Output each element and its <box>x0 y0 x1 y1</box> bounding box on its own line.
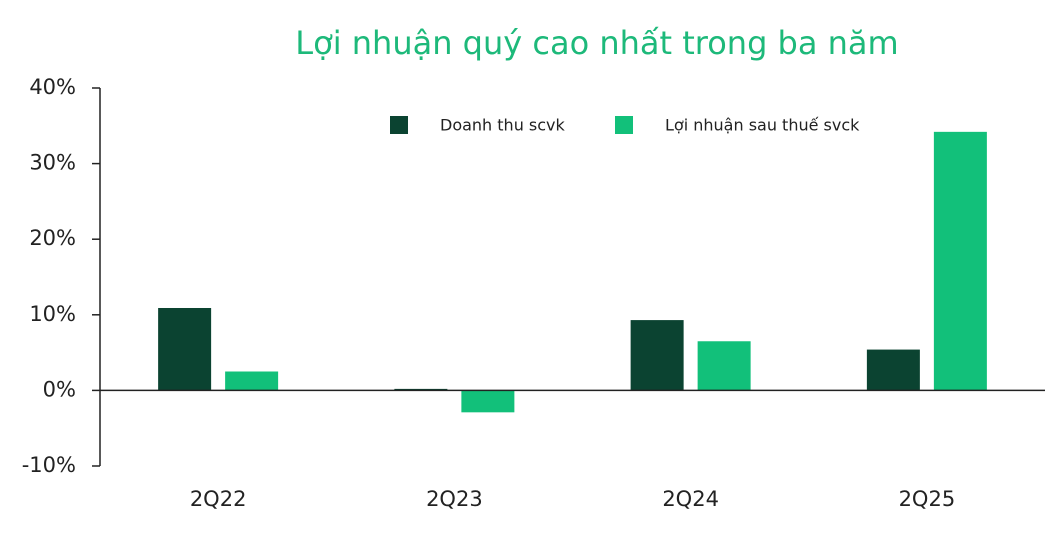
bar <box>461 390 515 413</box>
chart-title: Lợi nhuận quý cao nhất trong ba năm <box>295 24 898 62</box>
y-tick-label: 40% <box>29 75 76 99</box>
bar <box>630 320 684 391</box>
bar <box>225 371 279 391</box>
bar <box>866 349 920 391</box>
y-tick-label: 0% <box>43 377 76 401</box>
legend-label: Lợi nhuận sau thuế svck <box>665 116 860 135</box>
y-tick-label: -10% <box>22 453 76 477</box>
x-tick-label: 2Q23 <box>426 487 483 511</box>
legend-swatch <box>390 116 408 134</box>
bar <box>933 131 987 391</box>
x-tick-label: 2Q22 <box>190 487 247 511</box>
legend-swatch <box>615 116 633 134</box>
y-tick-label: 20% <box>29 226 76 250</box>
bar <box>394 388 448 391</box>
y-tick-label: 10% <box>29 302 76 326</box>
legend-label: Doanh thu scvk <box>440 116 566 135</box>
x-tick-label: 2Q24 <box>662 487 719 511</box>
bar <box>158 307 212 391</box>
y-tick-label: 30% <box>29 151 76 175</box>
bar <box>697 341 751 391</box>
x-tick-label: 2Q25 <box>899 487 956 511</box>
